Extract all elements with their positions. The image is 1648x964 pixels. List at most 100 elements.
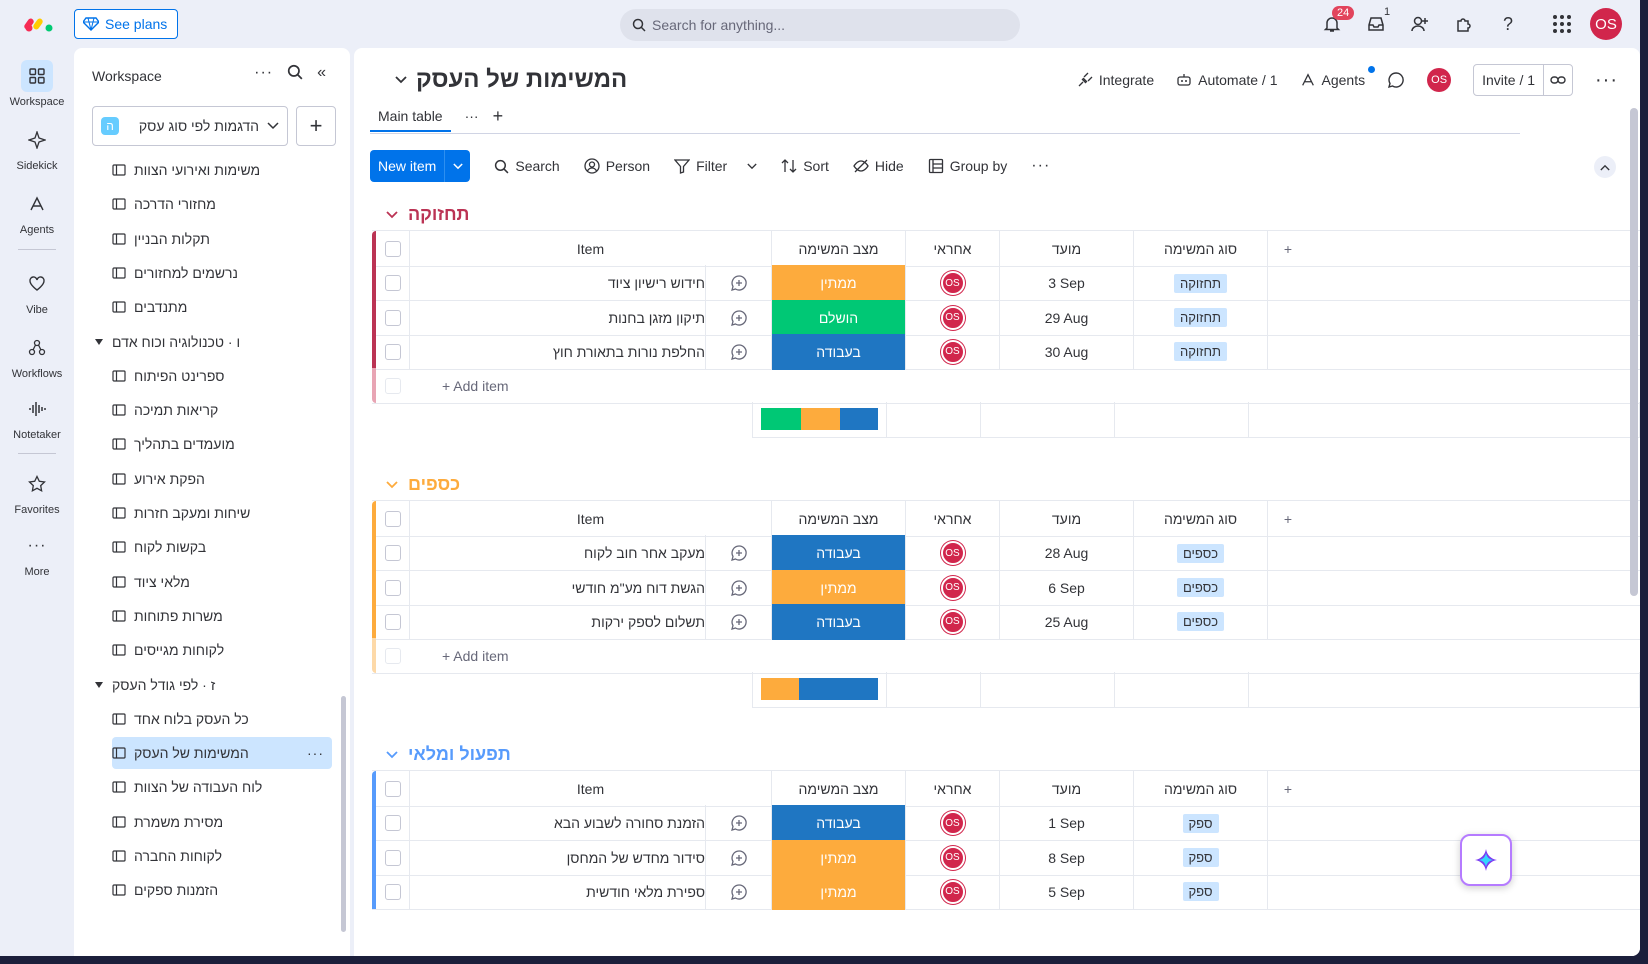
copy-link-button[interactable] <box>1543 65 1572 95</box>
status-cell[interactable]: הושלם <box>772 299 906 336</box>
column-header-status[interactable]: מצב המשימה <box>772 231 906 267</box>
column-header-status[interactable]: מצב המשימה <box>772 771 906 807</box>
updates-cell[interactable] <box>706 333 772 370</box>
type-cell[interactable]: כספים <box>1134 603 1268 640</box>
table-row[interactable]: החלפת נורות בתאורת חוץ בעבודה OS 30 Aug תחזו… <box>372 333 1640 370</box>
item-name[interactable]: הגשת דוח מע"מ חודשי <box>410 569 706 606</box>
column-header-type[interactable]: סוג המשימה <box>1134 501 1268 537</box>
select-all-checkbox[interactable] <box>384 511 401 527</box>
type-cell[interactable]: תחזוקה <box>1134 265 1268 302</box>
group-title[interactable]: תחזוקה <box>386 204 469 225</box>
status-cell[interactable]: בעבודה <box>772 805 906 842</box>
sidebar-board-item[interactable]: לקוחות מגייסים <box>112 634 332 666</box>
toolbar-more-button[interactable]: ··· <box>1031 157 1050 175</box>
date-cell[interactable]: 3 Sep <box>1000 265 1134 302</box>
rail-more[interactable]: ··· More <box>0 530 74 578</box>
table-row[interactable]: הגשת דוח מע"מ חודשי ממתין OS 6 Sep כספים <box>372 569 1640 606</box>
status-cell[interactable]: ממתין <box>772 873 906 910</box>
type-cell[interactable]: תחזוקה <box>1134 333 1268 370</box>
item-name[interactable]: ספירת מלאי חודשית <box>410 873 706 910</box>
status-cell[interactable]: ממתין <box>772 839 906 876</box>
table-row[interactable]: הזמנת סחורה לשבוע הבא בעבודה OS 1 Sep ספק <box>372 805 1640 842</box>
new-item-button[interactable]: New item <box>370 150 471 182</box>
column-header-item[interactable]: Item <box>410 231 772 267</box>
add-item-input[interactable]: + Add item <box>442 648 509 665</box>
column-header-owner[interactable]: אחראי <box>906 771 1000 807</box>
item-name[interactable]: חידוש רישיון ציוד <box>410 265 706 302</box>
owner-cell[interactable]: OS <box>906 265 1000 302</box>
type-cell[interactable]: ספק <box>1134 805 1268 842</box>
item-name[interactable]: תשלום לספק ירקות <box>410 603 706 640</box>
owner-cell[interactable]: OS <box>906 299 1000 336</box>
updates-cell[interactable] <box>706 265 772 302</box>
owner-cell[interactable]: OS <box>906 569 1000 606</box>
column-header-date[interactable]: מועד <box>1000 771 1134 807</box>
column-header-type[interactable]: סוג המשימה <box>1134 231 1268 267</box>
chevron-down-icon[interactable] <box>386 210 398 219</box>
item-name[interactable]: הזמנת סחורה לשבוע הבא <box>410 805 706 842</box>
sidebar-board-item[interactable]: כל העסק בלוח אחד <box>112 703 332 735</box>
toolbar-person-button[interactable]: Person <box>584 158 650 174</box>
column-header-owner[interactable]: אחראי <box>906 501 1000 537</box>
automate-button[interactable]: Automate / 1 <box>1176 72 1278 88</box>
apps-marketplace-button[interactable] <box>1442 0 1486 48</box>
rail-workspace[interactable]: Workspace <box>0 60 74 108</box>
status-cell[interactable]: ממתין <box>772 265 906 302</box>
updates-cell[interactable] <box>706 569 772 606</box>
rail-favorites[interactable]: Favorites <box>0 468 74 516</box>
row-checkbox[interactable] <box>384 275 401 292</box>
rail-workflows[interactable]: Workflows <box>0 332 74 380</box>
sidebar-board-item[interactable]: המשימות של העסק ··· <box>112 737 332 770</box>
date-cell[interactable]: 1 Sep <box>1000 805 1134 842</box>
type-cell[interactable]: כספים <box>1134 569 1268 606</box>
workspace-search-icon[interactable] <box>287 64 303 80</box>
item-name[interactable]: תיקון מזגן בחנות <box>410 299 706 336</box>
type-cell[interactable]: ספק <box>1134 873 1268 910</box>
global-search-input[interactable]: Search for anything... <box>620 9 1020 41</box>
see-plans-button[interactable]: See plans <box>74 9 179 39</box>
sidebar-board-item[interactable]: תקלות הבניין <box>112 223 332 255</box>
app-switcher-button[interactable] <box>1540 0 1584 48</box>
invite-button[interactable]: Invite / 1 <box>1473 64 1574 96</box>
invite-members-button[interactable] <box>1398 0 1442 48</box>
status-cell[interactable]: בעבודה <box>772 535 906 572</box>
add-column-button[interactable]: + <box>1283 511 1293 527</box>
chevron-down-icon[interactable] <box>386 480 398 489</box>
sidebar-board-item[interactable]: מועמדים בתהליך <box>112 428 332 460</box>
status-summary[interactable] <box>753 401 887 437</box>
item-name[interactable]: מעקב אחר חוב לקוח <box>410 535 706 572</box>
rail-agents[interactable]: Agents <box>0 188 74 236</box>
chevron-down-icon[interactable] <box>386 750 398 759</box>
sidebar-board-item[interactable]: משימות ואירועי הצוות <box>112 154 332 186</box>
tab-more-icon[interactable]: ··· <box>464 108 479 124</box>
integrate-button[interactable]: Integrate <box>1077 72 1154 88</box>
column-header-item[interactable]: Item <box>410 501 772 537</box>
group-title[interactable]: תפעול ומלאי <box>386 744 511 765</box>
type-cell[interactable]: תחזוקה <box>1134 299 1268 336</box>
new-item-dropdown[interactable] <box>444 150 470 182</box>
item-name[interactable]: סידור מחדש של המחסן <box>410 839 706 876</box>
workspace-selector[interactable]: ה הדגמות לפי סוג עסק <box>92 106 288 146</box>
row-checkbox[interactable] <box>384 849 401 866</box>
sidebar-board-item[interactable]: מלאי ציוד <box>112 566 332 598</box>
comment-icon[interactable] <box>1387 71 1405 89</box>
sidebar-scrollbar[interactable] <box>341 696 346 932</box>
owner-cell[interactable]: OS <box>906 805 1000 842</box>
select-all-checkbox[interactable] <box>384 781 401 797</box>
sidebar-board-item[interactable]: משרות פתוחות <box>112 600 332 632</box>
row-checkbox[interactable] <box>384 545 401 562</box>
toolbar-filter-button[interactable]: Filter <box>674 158 757 174</box>
sidebar-board-item[interactable]: מחזורי הדרכה <box>112 188 332 220</box>
board-scrollbar[interactable] <box>1630 108 1638 596</box>
status-cell[interactable]: ממתין <box>772 569 906 606</box>
rail-vibe[interactable]: Vibe <box>0 268 74 316</box>
updates-cell[interactable] <box>706 873 772 910</box>
add-item-input[interactable]: + Add item <box>442 378 509 395</box>
add-column-button[interactable]: + <box>1283 781 1293 797</box>
board-more-icon[interactable]: ··· <box>1595 68 1618 91</box>
toolbar-sort-button[interactable]: Sort <box>781 158 829 174</box>
date-cell[interactable]: 29 Aug <box>1000 299 1134 336</box>
row-checkbox[interactable] <box>384 883 401 900</box>
board-owner-avatar[interactable]: OS <box>1427 68 1452 92</box>
rail-sidekick[interactable]: Sidekick <box>0 124 74 172</box>
